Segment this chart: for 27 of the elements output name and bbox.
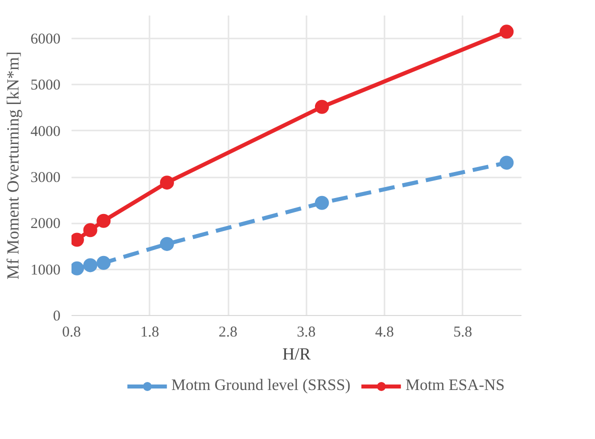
point: [160, 176, 174, 190]
point: [96, 256, 111, 270]
y-tick-label: 2000: [30, 216, 60, 232]
y-tick-label: 6000: [30, 32, 60, 48]
legend-label: Motm ESA-NS: [406, 377, 505, 395]
y-tick-label: 4000: [30, 124, 60, 140]
point: [314, 196, 329, 210]
point: [314, 100, 329, 114]
y-axis-title: Mf Moment Overturning [kN*m]: [4, 51, 22, 280]
y-tick-label: 1000: [30, 262, 60, 278]
x-tick-label: 0.8: [62, 324, 81, 340]
x-tick-label: 3.8: [296, 324, 316, 340]
x-tick-label: 1.8: [140, 324, 160, 340]
legend-label: Motm Ground level (SRSS): [171, 377, 350, 395]
point: [160, 236, 174, 251]
x-tick-label: 4.8: [375, 324, 394, 340]
point: [500, 24, 514, 39]
x-axis-title: H/R: [282, 344, 312, 364]
point: [83, 223, 98, 238]
x-tick-label: 2.8: [218, 324, 238, 340]
y-tick-label: 3000: [30, 170, 60, 186]
x-tick-label: 5.8: [453, 324, 472, 340]
y-tick-label: 5000: [30, 78, 60, 94]
point: [500, 156, 514, 170]
point: [96, 214, 111, 228]
point: [83, 258, 98, 272]
y-tick-label: 0: [53, 308, 60, 324]
